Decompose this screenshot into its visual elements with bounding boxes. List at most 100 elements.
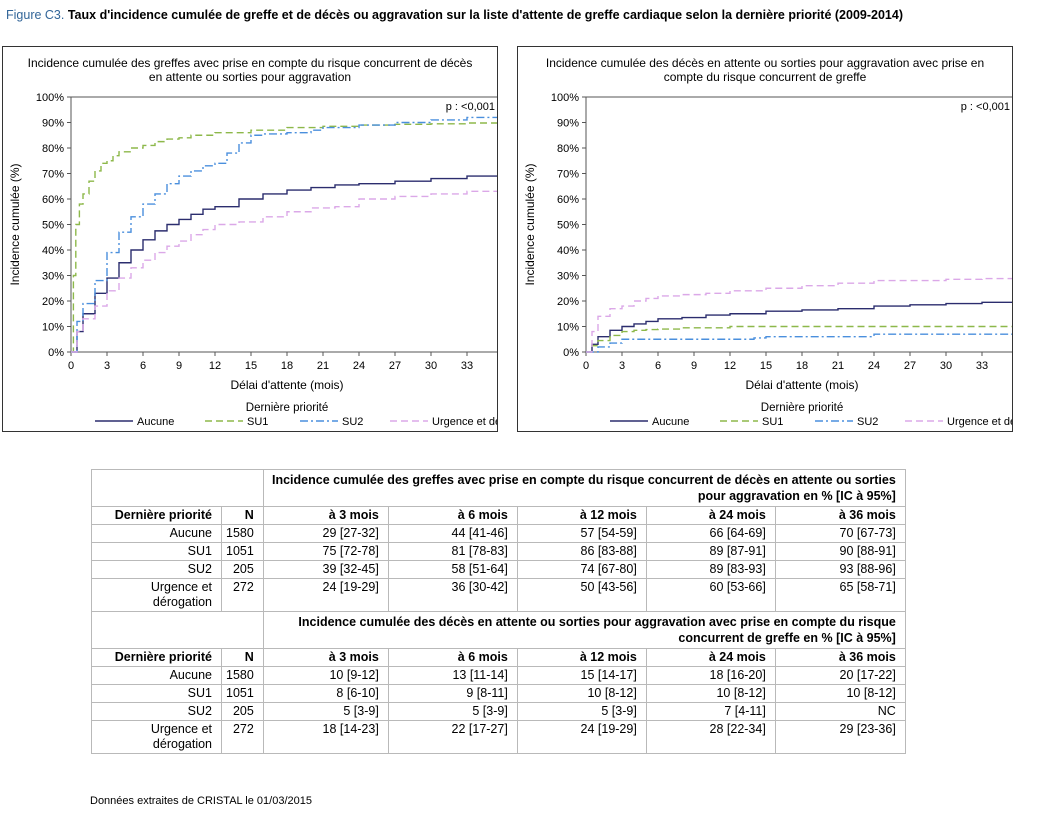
- legend-entry: Urgence et dérogation: [947, 416, 1012, 428]
- table-header-cell: à 24 mois: [645, 648, 776, 667]
- x-tick-label: 6: [140, 360, 146, 372]
- series-line-aucune: [71, 175, 497, 353]
- table-header-cell: à 36 mois: [774, 648, 906, 667]
- table-section-title-row: Incidence cumulée des décès en attente o…: [91, 611, 906, 649]
- y-tick-label: 80%: [557, 143, 579, 155]
- y-tick-label: 80%: [42, 143, 64, 155]
- y-tick-label: 100%: [36, 92, 64, 104]
- series-line-su1: [586, 325, 1012, 353]
- series-line-su1: [71, 122, 497, 353]
- x-tick-label: 30: [425, 360, 437, 372]
- table-header-cell: à 24 mois: [645, 506, 776, 525]
- table-cell: 1580: [221, 666, 264, 685]
- table-cell: 81 [78-83]: [387, 542, 518, 561]
- table-header-cell: à 6 mois: [387, 506, 518, 525]
- y-tick-label: 30%: [557, 271, 579, 283]
- x-tick-label: 18: [796, 360, 808, 372]
- y-tick-label: 90%: [557, 118, 579, 130]
- x-tick-label: 21: [832, 360, 844, 372]
- table-cell: 89 [83-93]: [645, 560, 776, 579]
- x-tick-label: 24: [353, 360, 365, 372]
- table-cell: Aucune: [91, 666, 222, 685]
- table-cell: 60 [53-66]: [645, 578, 776, 612]
- chart-graft-svg: Incidence cumulée des greffes avec prise…: [8, 56, 497, 428]
- y-tick-label: 70%: [42, 169, 64, 181]
- y-tick-label: 20%: [557, 296, 579, 308]
- series-line-su2: [71, 116, 497, 353]
- table-row: SU2 205 39 [32-45] 58 [51-64] 74 [67-80] 89 […: [91, 560, 906, 579]
- table-cell: 66 [64-69]: [645, 524, 776, 543]
- table-header-cell: à 12 mois: [516, 506, 647, 525]
- table-header-cell: Dernière priorité: [91, 648, 222, 667]
- table-header-cell: à 3 mois: [262, 648, 389, 667]
- x-tick-label: 12: [209, 360, 221, 372]
- table-cell: 22 [17-27]: [387, 720, 518, 754]
- table-cell: 29 [23-36]: [774, 720, 906, 754]
- y-tick-label: 10%: [42, 322, 64, 334]
- table-cell: 8 [6-10]: [262, 684, 389, 703]
- x-tick-label: 3: [104, 360, 110, 372]
- x-tick-label: 30: [940, 360, 952, 372]
- table-cell: 36 [30-42]: [387, 578, 518, 612]
- table-header-cell: à 12 mois: [516, 648, 647, 667]
- table-header-cell: à 6 mois: [387, 648, 518, 667]
- x-tick-label: 15: [245, 360, 257, 372]
- table-cell: 10 [8-12]: [516, 684, 647, 703]
- y-tick-label: 100%: [551, 92, 579, 104]
- y-tick-label: 60%: [42, 194, 64, 206]
- chart-title: Incidence cumulée des décès en attente o…: [546, 56, 984, 84]
- table-cell: 29 [27-32]: [262, 524, 389, 543]
- x-tick-label: 0: [68, 360, 74, 372]
- table-cell: 9 [8-11]: [387, 684, 518, 703]
- table-cell: 205: [221, 702, 264, 721]
- p-value-annotation: p : <0,001: [961, 101, 1010, 113]
- y-tick-label: 40%: [557, 245, 579, 257]
- table-cell: Urgence et dérogation: [91, 578, 222, 612]
- table-header-cell: N: [221, 506, 264, 525]
- table-cell: 28 [22-34]: [645, 720, 776, 754]
- table-cell: 70 [67-73]: [774, 524, 906, 543]
- x-tick-label: 21: [317, 360, 329, 372]
- legend-entry: Aucune: [137, 416, 174, 428]
- x-tick-label: 27: [389, 360, 401, 372]
- series-line-urgence-et-d-rogation: [71, 190, 497, 353]
- y-tick-label: 40%: [42, 245, 64, 257]
- table-cell: SU1: [91, 684, 222, 703]
- table-cell: 24 [19-29]: [262, 578, 389, 612]
- table-row: SU1 1051 75 [72-78] 81 [78-83] 86 [83-88] 89 …: [91, 542, 906, 561]
- x-tick-label: 3: [619, 360, 625, 372]
- x-tick-label: 9: [691, 360, 697, 372]
- y-tick-label: 60%: [557, 194, 579, 206]
- table-header-cell: à 36 mois: [774, 506, 906, 525]
- legend-entry: SU2: [857, 416, 878, 428]
- x-axis-label: Délai d'attente (mois): [230, 378, 343, 392]
- table-header-cell: à 3 mois: [262, 506, 389, 525]
- table-cell: 18 [16-20]: [645, 666, 776, 685]
- x-tick-label: 24: [868, 360, 880, 372]
- table-cell: 75 [72-78]: [262, 542, 389, 561]
- plot-frame: [585, 96, 1012, 353]
- table-cell: 20 [17-22]: [774, 666, 906, 685]
- table-cell: SU2: [91, 702, 222, 721]
- table-cell: 39 [32-45]: [262, 560, 389, 579]
- x-tick-label: 27: [904, 360, 916, 372]
- table-cell: NC: [774, 702, 906, 721]
- x-tick-label: 0: [583, 360, 589, 372]
- y-tick-label: 0%: [563, 347, 579, 359]
- table-cell: 44 [41-46]: [387, 524, 518, 543]
- table-cell: 18 [14-23]: [262, 720, 389, 754]
- x-tick-label: 12: [724, 360, 736, 372]
- y-tick-label: 50%: [557, 220, 579, 232]
- series-line-su2: [586, 333, 1012, 353]
- table-header-cell: N: [221, 648, 264, 667]
- table-section-title: Incidence cumulée des décès en attente o…: [262, 611, 906, 649]
- y-tick-label: 50%: [42, 220, 64, 232]
- figure-title: Figure C3. Taux d'incidence cumulée de g…: [6, 8, 903, 22]
- series-line-urgence-et-d-rogation: [586, 277, 1012, 353]
- table-cell: 1580: [221, 524, 264, 543]
- x-tick-label: 9: [176, 360, 182, 372]
- figure-title-text: Taux d'incidence cumulée de greffe et de…: [67, 8, 903, 22]
- table-cell: 1051: [221, 542, 264, 561]
